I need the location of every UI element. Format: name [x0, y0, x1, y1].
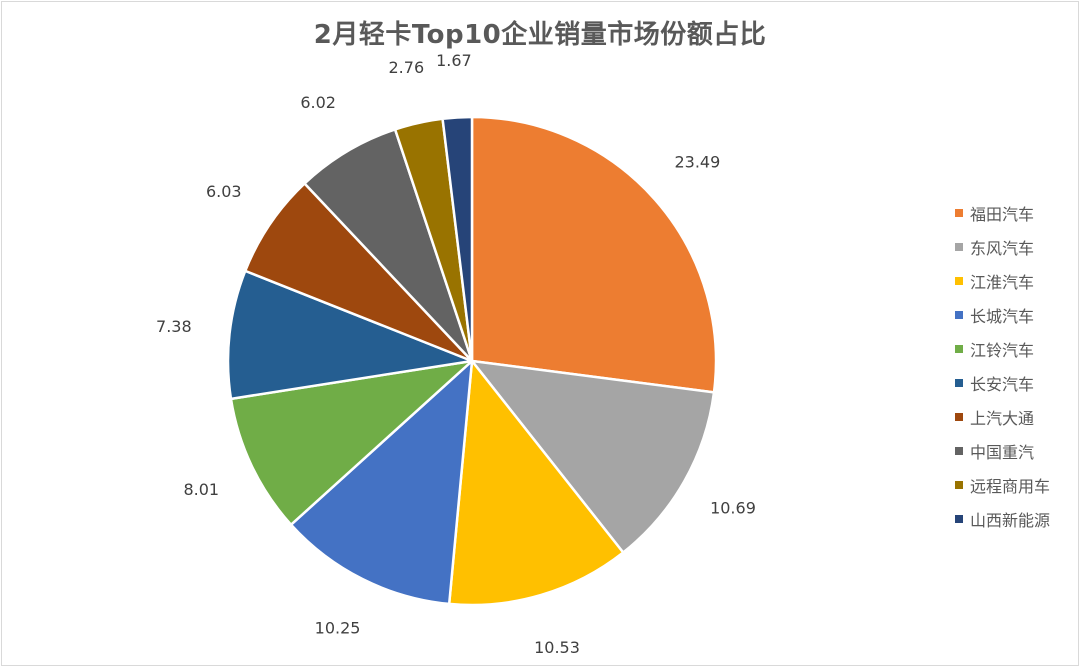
slice-data-label: 2.76 — [389, 58, 425, 77]
chart-title: 2月轻卡Top10企业销量市场份额占比 — [313, 20, 767, 50]
legend-swatch — [955, 379, 963, 387]
legend-item: 远程商用车 — [955, 468, 1050, 502]
legend-label: 上汽大通 — [970, 409, 1035, 428]
legend-label: 长城汽车 — [970, 307, 1035, 326]
legend-item: 上汽大通 — [955, 400, 1050, 434]
pie-slice — [229, 359, 474, 526]
pie-slice — [289, 359, 474, 606]
legend-swatch — [955, 413, 963, 421]
legend-item: 江淮汽车 — [955, 264, 1050, 298]
legend-swatch — [955, 515, 963, 523]
legend-item: 福田汽车 — [955, 196, 1050, 230]
legend-label: 中国重汽 — [970, 443, 1035, 462]
legend-label: 远程商用车 — [970, 477, 1051, 496]
legend-swatch — [955, 277, 963, 285]
pie-slice — [226, 269, 474, 401]
legend-swatch — [955, 447, 963, 455]
slice-data-label: 10.69 — [710, 498, 756, 517]
pie-slice — [470, 115, 718, 394]
legend-label: 福田汽车 — [970, 205, 1035, 224]
legend-label: 山西新能源 — [970, 511, 1051, 530]
pie-slice — [470, 359, 716, 554]
slice-data-label: 7.38 — [156, 317, 192, 336]
legend-label: 江淮汽车 — [970, 273, 1035, 292]
legend-item: 长城汽车 — [955, 298, 1050, 332]
pie-slice — [447, 359, 625, 607]
legend-label: 江铃汽车 — [970, 341, 1035, 360]
slice-data-label: 10.25 — [315, 619, 361, 638]
legend-swatch — [955, 481, 963, 489]
slice-data-label: 1.67 — [436, 51, 472, 70]
legend-swatch — [955, 311, 963, 319]
legend-label: 东风汽车 — [970, 239, 1035, 258]
slice-data-label: 6.03 — [206, 182, 242, 201]
pie-slice — [441, 115, 474, 363]
legend-swatch — [955, 243, 963, 251]
legend-swatch — [955, 345, 963, 353]
chart-legend: 福田汽车东风汽车江淮汽车长城汽车江铃汽车长安汽车上汽大通中国重汽远程商用车山西新… — [955, 196, 1050, 536]
legend-item: 山西新能源 — [955, 502, 1050, 536]
pie-slice — [303, 128, 474, 363]
legend-item: 江铃汽车 — [955, 332, 1050, 366]
legend-label: 长安汽车 — [970, 375, 1035, 394]
pie-slice — [244, 182, 474, 363]
legend-item: 长安汽车 — [955, 366, 1050, 400]
slice-data-label: 10.53 — [534, 638, 580, 657]
slice-data-label: 8.01 — [183, 480, 219, 499]
slice-data-label: 6.02 — [300, 93, 336, 112]
slice-data-label: 23.49 — [674, 152, 720, 171]
legend-item: 东风汽车 — [955, 230, 1050, 264]
legend-item: 中国重汽 — [955, 434, 1050, 468]
legend-swatch — [955, 209, 963, 217]
